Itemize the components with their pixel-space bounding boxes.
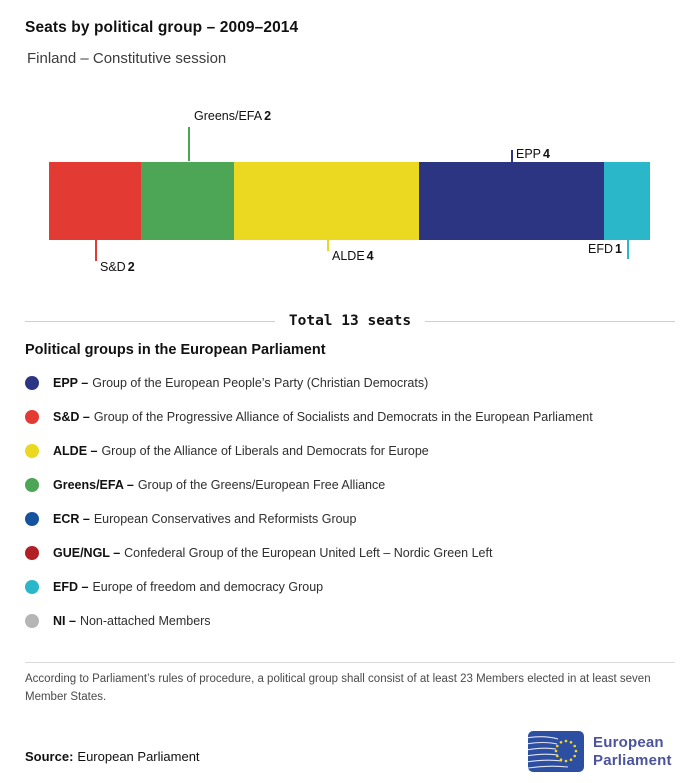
legend-abbr-efd: EFD – — [53, 580, 89, 594]
total-divider-left — [25, 320, 275, 322]
epp-label-name: EPP — [516, 147, 542, 161]
sd-label-name: S&D — [100, 260, 126, 274]
efd-label: EFD 1 — [588, 242, 622, 256]
legend-heading: Political groups in the European Parliam… — [25, 342, 326, 358]
legend-item-ni: NI – Non-attached Members — [25, 604, 675, 638]
ecr-color-dot — [25, 512, 39, 526]
epp-tick — [511, 150, 513, 162]
ep-logo-text-line2: Parliament — [593, 751, 672, 769]
efd-label-name: EFD — [588, 242, 614, 256]
legend-desc-efd: Europe of freedom and democracy Group — [92, 580, 324, 594]
legend-abbr-ecr: ECR – — [53, 512, 90, 526]
bar-segment-alde[interactable] — [233, 162, 419, 240]
alde-tick — [327, 240, 329, 251]
legend-item-gue-ngl: GUE/NGL – Confederal Group of the Europea… — [25, 536, 675, 570]
legend-text-ni: NI – Non-attached Members — [53, 614, 211, 628]
sd-label-seats: 2 — [127, 260, 135, 274]
sd-label: S&D 2 — [100, 260, 135, 274]
eu-stars-icon — [554, 739, 578, 763]
bar-segment-greens-efa[interactable] — [141, 162, 234, 240]
legend-text-ecr: ECR – European Conservatives and Reformis… — [53, 512, 356, 526]
bar-segment-sd[interactable] — [49, 162, 142, 240]
ep-logo-text: European Parliament — [593, 734, 672, 770]
total-seats-row: Total 13 seats — [25, 313, 675, 329]
total-seats-label: Total 13 seats — [288, 313, 412, 329]
legend-text-sd: S&D – Group of the Progressive Alliance o… — [53, 410, 593, 424]
footer-divider — [25, 662, 675, 663]
legend-item-sd: S&D – Group of the Progressive Alliance o… — [25, 400, 675, 434]
legend-abbr-greens-efa: Greens/EFA – — [53, 478, 134, 492]
page-subtitle: Finland – Constitutive session — [27, 50, 227, 67]
greens-efa-label-name: Greens/EFA — [194, 109, 263, 123]
legend-desc-ecr: European Conservatives and Reformists Gr… — [93, 512, 357, 526]
seats-bar — [49, 162, 650, 240]
legend-text-gue-ngl: GUE/NGL – Confederal Group of the Europea… — [53, 546, 492, 560]
total-divider-right — [425, 320, 675, 322]
gue-ngl-color-dot — [25, 546, 39, 560]
efd-label-seats: 1 — [615, 242, 622, 256]
legend-desc-gue-ngl: Confederal Group of the European United … — [124, 546, 493, 560]
efd-color-dot — [25, 580, 39, 594]
legend-abbr-gue-ngl: GUE/NGL – — [53, 546, 121, 560]
page-title: Seats by political group – 2009–2014 — [25, 19, 299, 36]
greens-efa-tick — [188, 127, 190, 161]
greens-efa-label: Greens/EFA 2 — [194, 109, 271, 123]
ep-logo-text-line1: European — [593, 733, 664, 751]
alde-label-seats: 4 — [366, 249, 374, 263]
legend-item-epp: EPP – Group of the European People’s Part… — [25, 366, 675, 400]
legend-abbr-alde: ALDE – — [53, 444, 98, 458]
source-line: Source: European Parliament — [25, 749, 200, 764]
bar-segment-efd[interactable] — [603, 162, 650, 240]
sd-color-dot — [25, 410, 39, 424]
epp-label: EPP 4 — [516, 147, 550, 161]
sd-tick — [95, 240, 97, 261]
greens-efa-color-dot — [25, 478, 39, 492]
legend-text-efd: EFD – Europe of freedom and democracy Gro… — [53, 580, 323, 594]
alde-label: ALDE 4 — [332, 249, 374, 263]
ep-logo-graphic — [528, 731, 584, 772]
legend-abbr-ni: NI – — [53, 614, 76, 628]
efd-tick — [627, 240, 629, 259]
legend-item-greens-efa: Greens/EFA – Group of the Greens/European… — [25, 468, 675, 502]
legend-text-greens-efa: Greens/EFA – Group of the Greens/European… — [53, 478, 385, 492]
ni-color-dot — [25, 614, 39, 628]
legend-desc-alde: Group of the Alliance of Liberals and De… — [101, 444, 429, 458]
legend-desc-epp: Group of the European People’s Party (Ch… — [92, 376, 429, 390]
bar-segment-epp[interactable] — [418, 162, 604, 240]
legend-abbr-sd: S&D – — [53, 410, 90, 424]
source-label: Source: — [25, 749, 74, 764]
legend-text-epp: EPP – Group of the European People’s Part… — [53, 376, 428, 390]
greens-efa-label-seats: 2 — [264, 109, 272, 123]
legend-item-ecr: ECR – European Conservatives and Reformis… — [25, 502, 675, 536]
footnote: According to Parliament’s rules of proce… — [25, 673, 651, 703]
legend-list: EPP – Group of the European People’s Part… — [25, 366, 675, 638]
legend-abbr-epp: EPP – — [53, 376, 89, 390]
legend-desc-ni: Non-attached Members — [79, 614, 211, 628]
source-value: European Parliament — [77, 749, 200, 764]
epp-label-seats: 4 — [543, 147, 550, 161]
legend-item-efd: EFD – Europe of freedom and democracy Gro… — [25, 570, 675, 604]
legend-desc-sd: Group of the Progressive Alliance of Soc… — [93, 410, 593, 424]
alde-label-name: ALDE — [332, 249, 365, 263]
ep-logo: European Parliament — [528, 731, 672, 772]
epp-color-dot — [25, 376, 39, 390]
legend-desc-greens-efa: Group of the Greens/European Free Allian… — [137, 478, 386, 492]
legend-text-alde: ALDE – Group of the Alliance of Liberals … — [53, 444, 429, 458]
legend-item-alde: ALDE – Group of the Alliance of Liberals … — [25, 434, 675, 468]
alde-color-dot — [25, 444, 39, 458]
